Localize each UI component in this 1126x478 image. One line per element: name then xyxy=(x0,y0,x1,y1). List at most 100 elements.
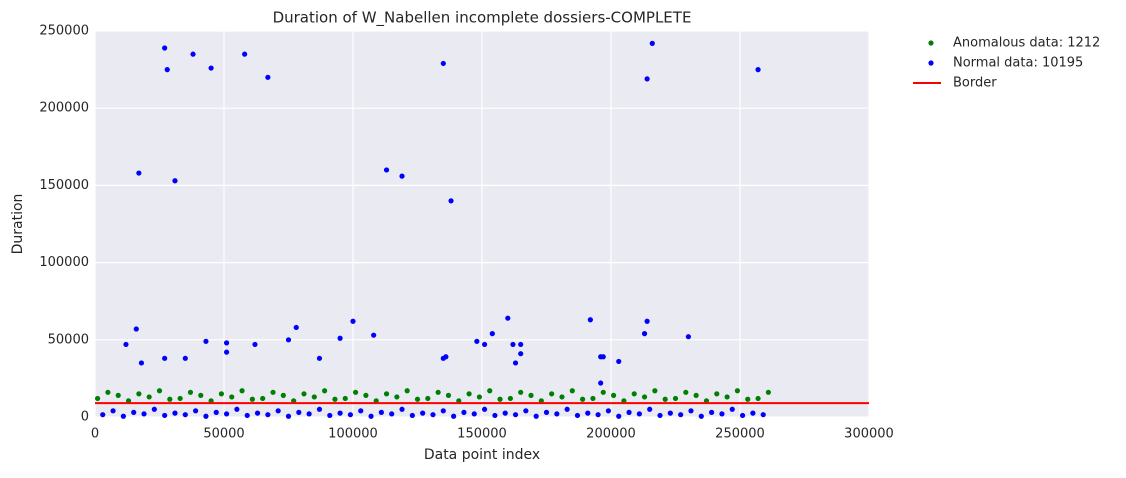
x-tick-label: 150000 xyxy=(457,427,507,442)
y-tick-label: 150000 xyxy=(39,178,89,193)
data-point xyxy=(600,354,606,360)
data-point xyxy=(430,412,436,418)
data-point xyxy=(252,341,258,348)
data-point xyxy=(616,358,622,365)
data-point xyxy=(595,412,601,418)
data-point xyxy=(208,398,214,404)
data-point xyxy=(598,380,604,386)
data-point xyxy=(724,394,730,400)
data-point xyxy=(249,396,255,402)
data-point xyxy=(652,388,658,394)
data-point xyxy=(512,360,519,366)
data-point xyxy=(394,394,400,400)
data-point xyxy=(198,392,204,398)
data-point xyxy=(347,412,354,418)
data-point xyxy=(409,412,415,419)
x-tick-label: 250000 xyxy=(715,427,765,442)
data-point xyxy=(481,406,488,412)
data-point xyxy=(569,388,575,394)
data-point xyxy=(745,396,751,402)
data-point xyxy=(564,406,570,412)
data-point xyxy=(641,331,648,337)
data-point xyxy=(590,395,596,402)
data-point xyxy=(760,412,766,418)
data-point xyxy=(466,391,472,397)
data-point xyxy=(672,395,679,402)
data-point xyxy=(285,337,292,343)
data-point xyxy=(399,406,405,412)
data-point xyxy=(182,412,188,418)
x-tick-label: 100000 xyxy=(328,427,378,442)
data-point xyxy=(414,396,421,402)
data-point xyxy=(451,413,457,419)
data-point xyxy=(352,389,359,395)
legend-label: Normal data: 10195 xyxy=(953,56,1083,71)
data-point xyxy=(136,391,142,397)
data-point xyxy=(203,413,209,419)
data-point xyxy=(580,396,586,402)
data-point xyxy=(371,332,377,338)
data-point xyxy=(167,396,173,402)
x-tick-label: 300000 xyxy=(844,427,894,442)
data-point xyxy=(123,341,129,348)
data-point xyxy=(193,408,199,414)
data-point xyxy=(203,338,209,344)
data-point xyxy=(223,349,230,355)
legend-label: Border xyxy=(953,76,997,91)
data-point xyxy=(505,315,511,321)
data-point xyxy=(162,412,168,419)
y-tick-label: 0 xyxy=(81,410,89,425)
data-point xyxy=(350,318,356,324)
x-tick-label: 200000 xyxy=(586,427,636,442)
data-point xyxy=(293,324,299,331)
data-point xyxy=(100,412,106,418)
data-point xyxy=(389,411,395,417)
data-point xyxy=(306,411,312,417)
data-point xyxy=(187,389,194,395)
data-point xyxy=(487,388,493,394)
y-tick-label: 100000 xyxy=(39,255,89,270)
data-point xyxy=(688,408,694,414)
data-point xyxy=(440,60,446,67)
data-point xyxy=(538,398,544,404)
data-point xyxy=(105,389,111,395)
data-point xyxy=(311,394,317,400)
data-point xyxy=(368,413,374,419)
data-point xyxy=(549,391,555,397)
data-point xyxy=(110,408,116,414)
data-point xyxy=(270,389,276,395)
data-point xyxy=(115,392,121,398)
data-point xyxy=(476,394,483,400)
data-point xyxy=(404,388,410,394)
data-point xyxy=(138,360,145,366)
data-point xyxy=(239,388,245,394)
data-point xyxy=(322,388,328,394)
data-point xyxy=(131,409,137,415)
y-axis-label: Duration xyxy=(10,194,26,255)
data-point xyxy=(285,413,292,419)
data-point xyxy=(489,331,495,337)
data-point xyxy=(399,173,405,179)
y-tick-label: 250000 xyxy=(39,24,89,39)
data-point xyxy=(492,412,498,419)
data-point xyxy=(714,391,720,397)
data-point xyxy=(190,51,196,57)
data-point xyxy=(657,412,663,419)
data-point xyxy=(507,395,513,402)
data-point xyxy=(587,317,593,323)
data-point xyxy=(636,411,642,417)
data-point xyxy=(621,398,627,404)
data-point xyxy=(574,412,581,419)
data-point xyxy=(156,388,163,394)
data-point xyxy=(337,410,343,416)
data-point xyxy=(471,411,477,417)
data-point xyxy=(729,406,735,412)
data-point xyxy=(755,67,761,73)
data-point xyxy=(182,355,188,361)
data-point xyxy=(95,395,101,402)
data-point xyxy=(512,412,519,418)
data-point xyxy=(709,409,715,415)
legend-marker xyxy=(928,40,934,46)
data-point xyxy=(141,411,147,417)
data-point xyxy=(533,413,539,419)
